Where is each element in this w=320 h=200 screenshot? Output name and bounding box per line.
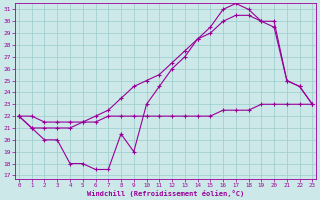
X-axis label: Windchill (Refroidissement éolien,°C): Windchill (Refroidissement éolien,°C) <box>87 190 244 197</box>
